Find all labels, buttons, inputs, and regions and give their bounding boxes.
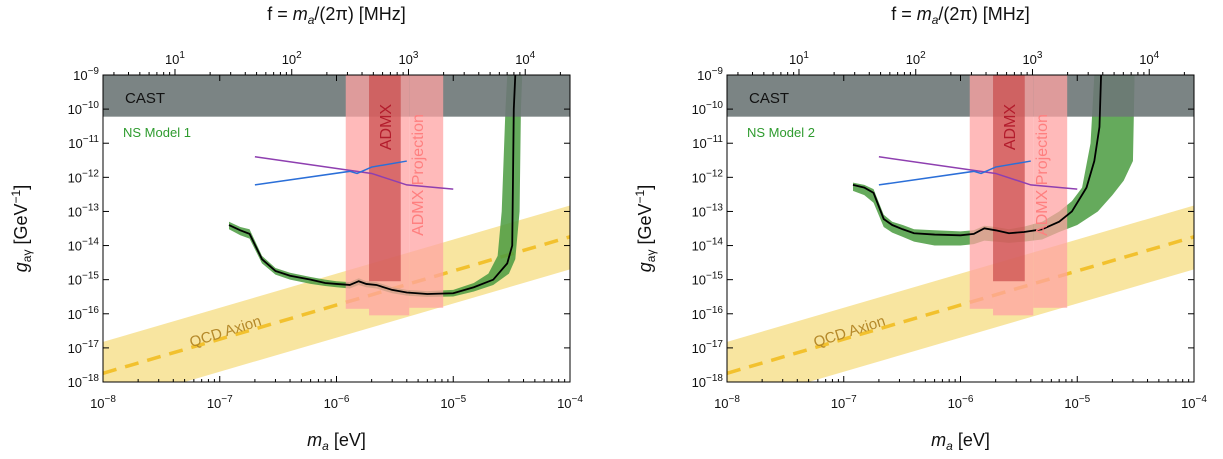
y-axis-title: gaγ [GeV−1] xyxy=(633,185,658,272)
y-axis-title: gaγ [GeV−1] xyxy=(9,185,34,272)
y-tick-label: 10−16 xyxy=(68,305,100,322)
x-tick-label: 10−4 xyxy=(557,394,583,411)
x-tick-label: 10−6 xyxy=(324,394,350,411)
y-tick-label: 10−12 xyxy=(68,168,100,185)
admx-projection-segment-2 xyxy=(1033,75,1068,308)
x-tick-label: 10−8 xyxy=(714,394,740,411)
y-tick-label: 10−10 xyxy=(692,100,724,117)
y-tick-label: 10−13 xyxy=(692,202,724,219)
y-tick-label: 10−17 xyxy=(692,339,724,356)
x-tick-label: 10−5 xyxy=(1064,394,1090,411)
y-tick-label: 10−15 xyxy=(68,271,100,288)
cast-label: CAST xyxy=(749,90,789,107)
ns-band xyxy=(228,75,523,298)
admx-label: ADMX xyxy=(378,104,395,151)
admx-label: ADMX xyxy=(1002,104,1019,151)
y-tick-label: 10−9 xyxy=(697,66,723,83)
blue-line xyxy=(254,160,407,186)
ns-model-label: NS Model 1 xyxy=(123,125,191,140)
plot-area xyxy=(103,75,570,382)
y-tick-label: 10−12 xyxy=(692,168,724,185)
y-tick-label: 10−18 xyxy=(68,373,100,390)
admx-projection-segment-0 xyxy=(969,75,994,309)
cast-label: CAST xyxy=(125,90,165,107)
y-tick-label: 10−18 xyxy=(692,373,724,390)
top-tick-label: 102 xyxy=(282,50,302,67)
top-axis-title: f = ma/(2π) [MHz] xyxy=(891,4,1030,27)
y-tick-label: 10−11 xyxy=(692,134,723,151)
x-tick-label: 10−8 xyxy=(90,394,116,411)
top-tick-label: 104 xyxy=(515,50,535,67)
x-tick-label: 10−7 xyxy=(831,394,857,411)
y-tick-label: 10−16 xyxy=(692,305,724,322)
admx-projection-label: ADMX Projection xyxy=(1034,114,1051,236)
top-axis-title: f = ma/(2π) [MHz] xyxy=(267,4,406,27)
cast-region xyxy=(727,75,1194,117)
y-tick-label: 10−15 xyxy=(692,271,724,288)
x-tick-label: 10−6 xyxy=(948,394,974,411)
qcd-line xyxy=(103,235,570,375)
top-tick-label: 103 xyxy=(398,50,418,67)
x-tick-label: 10−7 xyxy=(207,394,233,411)
x-tick-label: 10−4 xyxy=(1181,394,1207,411)
limit-curve xyxy=(228,75,517,295)
x-axis-title: ma [eV] xyxy=(307,430,366,453)
limit-curve xyxy=(852,75,1102,237)
top-tick-label: 101 xyxy=(789,50,809,67)
ns-model-label: NS Model 2 xyxy=(747,125,815,140)
y-tick-label: 10−17 xyxy=(68,339,100,356)
purple-line xyxy=(254,156,454,190)
plot-area xyxy=(727,75,1194,382)
x-tick-label: 10−5 xyxy=(440,394,466,411)
top-tick-label: 104 xyxy=(1139,50,1159,67)
y-tick-label: 10−14 xyxy=(68,237,100,254)
admx-projection-label: ADMX Projection xyxy=(410,114,427,236)
purple-line xyxy=(878,156,1078,190)
admx-projection-segment-0 xyxy=(345,75,370,309)
top-tick-label: 103 xyxy=(1022,50,1042,67)
top-tick-label: 102 xyxy=(906,50,926,67)
y-tick-label: 10−10 xyxy=(68,100,100,117)
x-axis-title: ma [eV] xyxy=(931,430,990,453)
admx-projection-segment-2 xyxy=(409,75,444,308)
qcd-line xyxy=(727,235,1194,375)
top-tick-label: 101 xyxy=(165,50,185,67)
blue-line xyxy=(878,160,1031,186)
y-tick-label: 10−14 xyxy=(692,237,724,254)
y-tick-label: 10−13 xyxy=(68,202,100,219)
y-tick-label: 10−11 xyxy=(68,134,99,151)
y-tick-label: 10−9 xyxy=(73,66,99,83)
cast-region xyxy=(103,75,570,117)
